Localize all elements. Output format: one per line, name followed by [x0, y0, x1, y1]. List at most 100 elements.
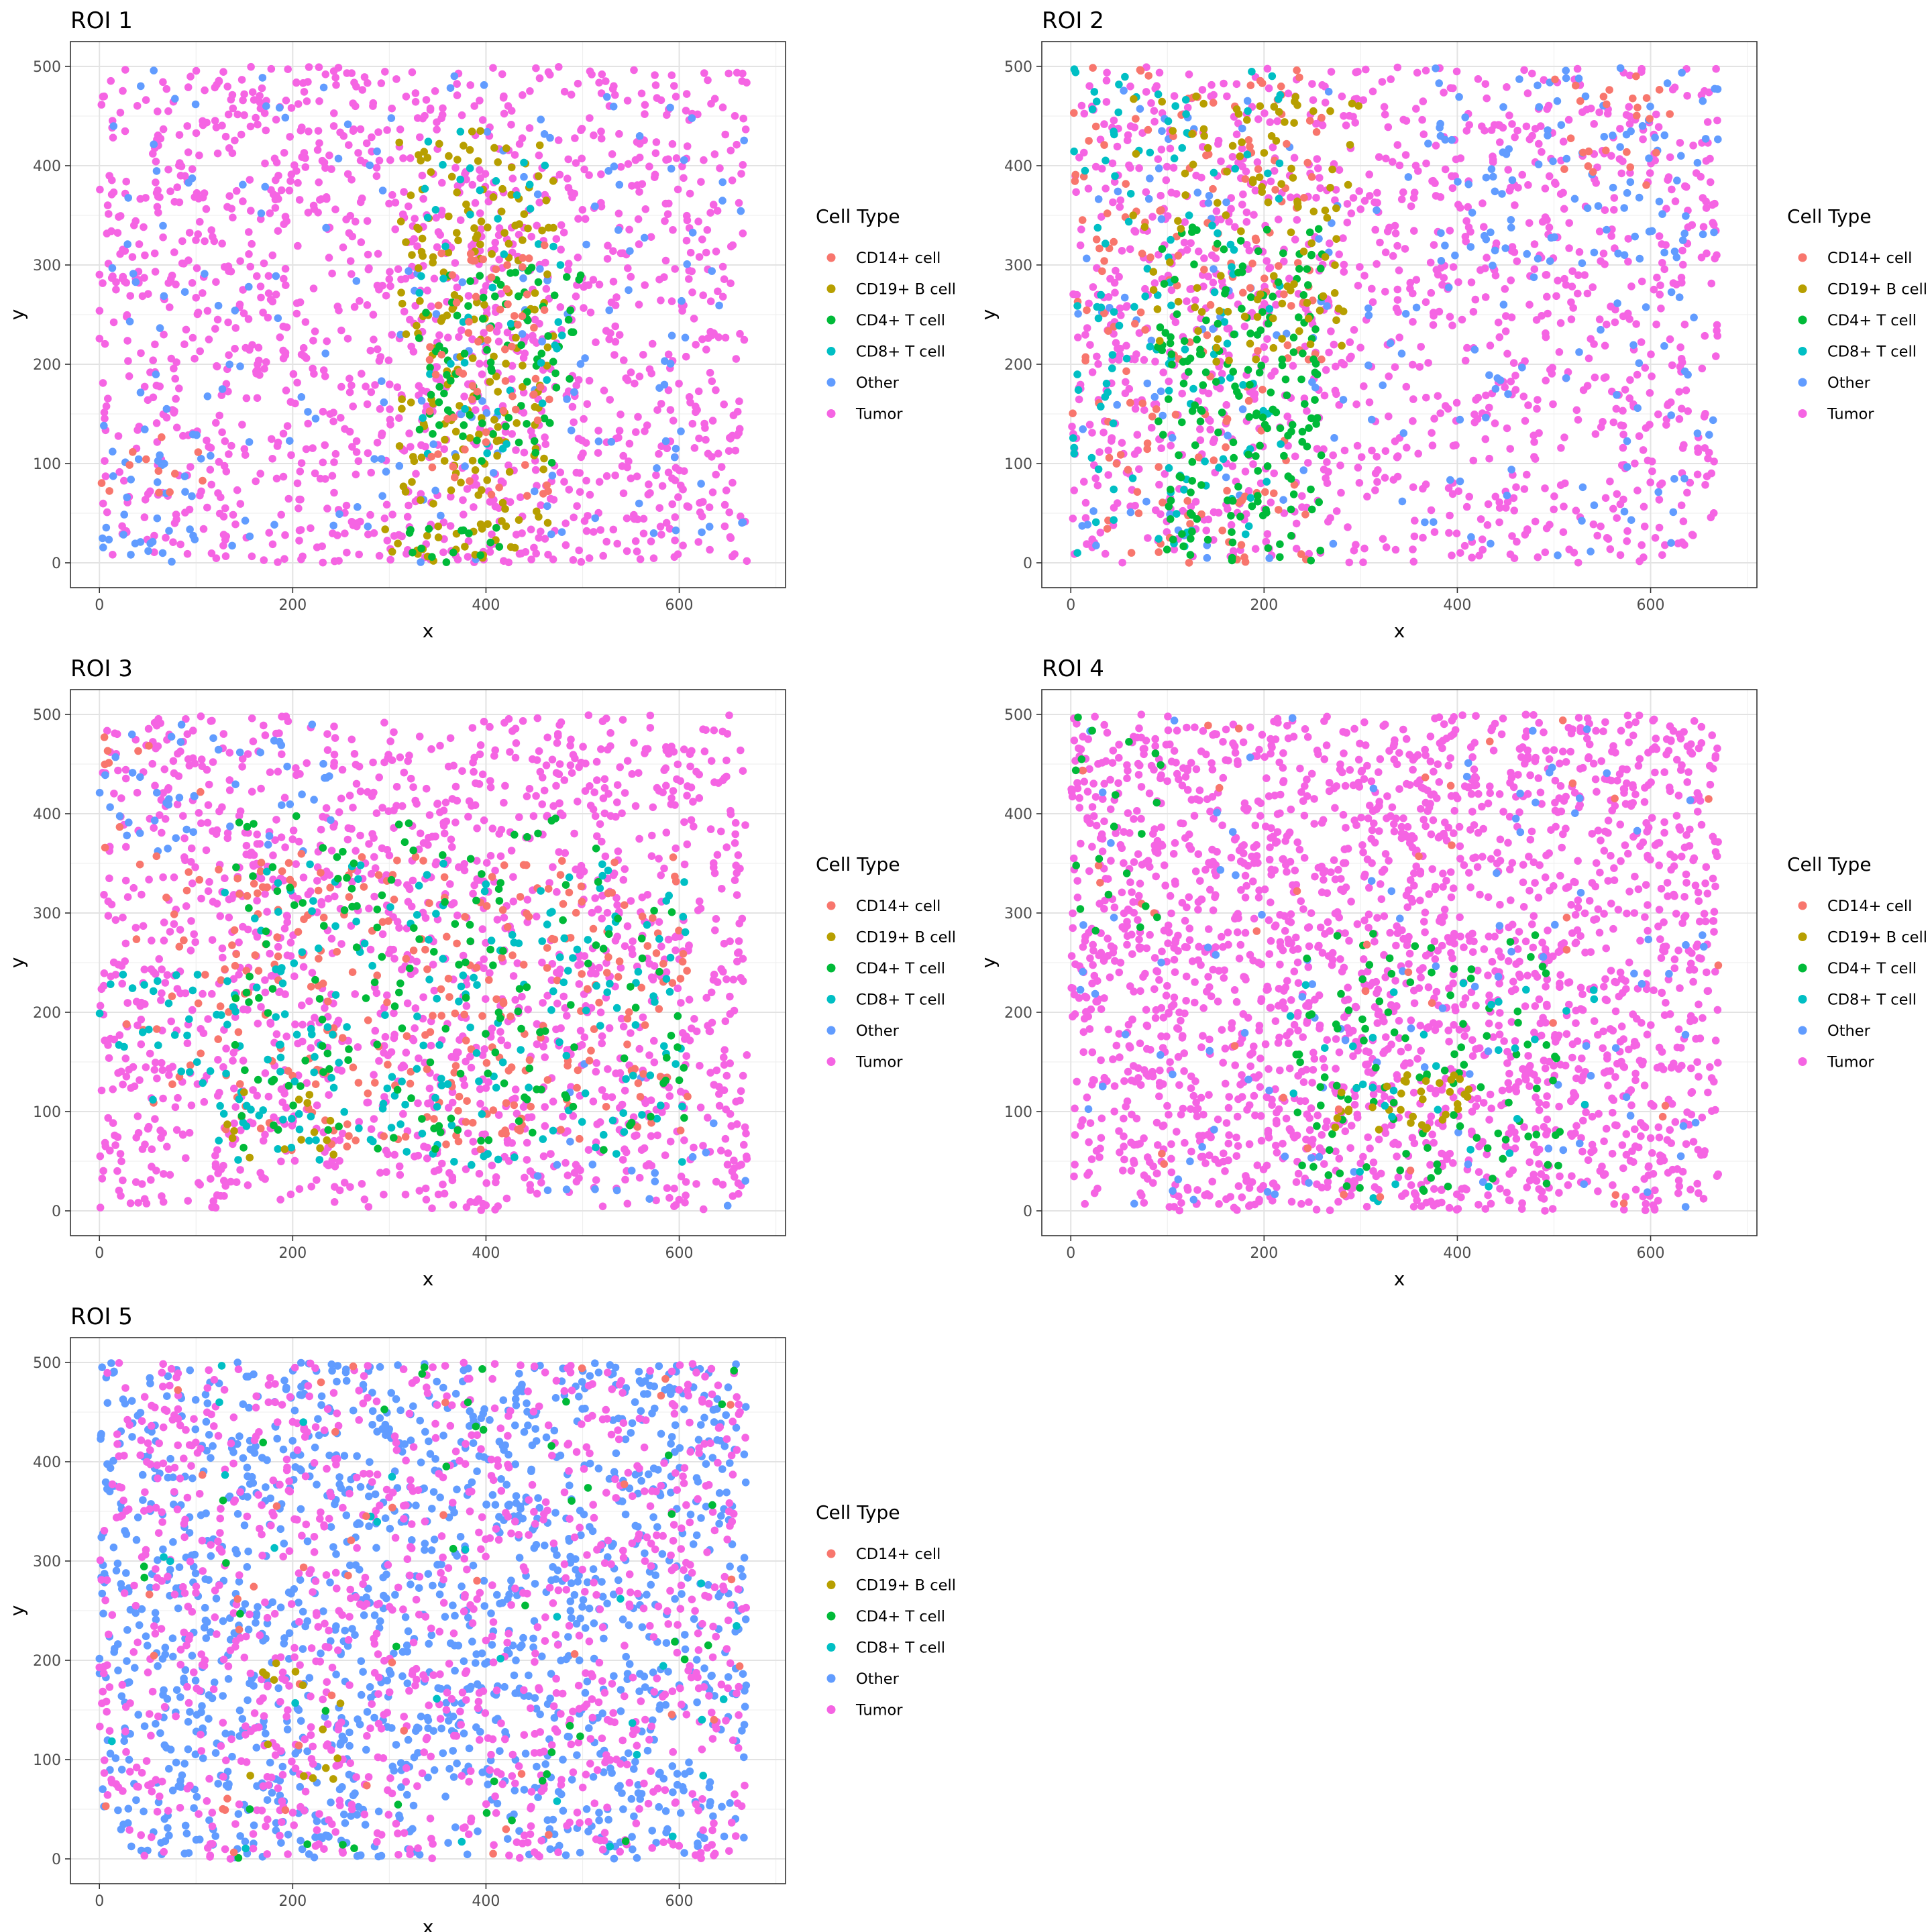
point: [712, 248, 720, 256]
point: [1192, 92, 1200, 101]
point: [1521, 417, 1529, 425]
point: [1281, 118, 1289, 126]
point: [490, 416, 498, 424]
point: [602, 472, 611, 480]
point: [117, 794, 125, 802]
point: [1507, 466, 1515, 474]
point: [585, 554, 594, 562]
point: [677, 427, 685, 435]
point: [150, 824, 158, 832]
point: [501, 377, 510, 385]
point: [337, 326, 345, 335]
point: [405, 202, 413, 211]
point: [1093, 352, 1101, 361]
point: [1672, 253, 1681, 262]
point: [1399, 188, 1407, 197]
point: [1140, 406, 1148, 414]
point: [1658, 479, 1666, 488]
point: [1534, 553, 1542, 561]
point: [493, 451, 501, 460]
point: [1244, 107, 1252, 115]
point: [205, 443, 213, 451]
point: [1191, 296, 1199, 305]
point: [1597, 257, 1605, 266]
point: [1246, 329, 1254, 337]
point: [381, 525, 389, 533]
point: [437, 317, 445, 325]
point: [686, 248, 695, 257]
point: [202, 846, 211, 855]
point: [236, 362, 244, 370]
point: [456, 127, 465, 136]
point: [1130, 303, 1138, 311]
point: [520, 172, 528, 181]
point: [1142, 88, 1150, 96]
point: [1267, 498, 1275, 506]
point: [1274, 215, 1283, 224]
point: [451, 164, 460, 172]
point: [1594, 202, 1603, 210]
point: [1187, 535, 1195, 543]
point: [1227, 205, 1235, 213]
point: [176, 540, 184, 549]
point: [319, 83, 328, 92]
point: [1073, 370, 1081, 378]
point: [598, 1202, 607, 1211]
point: [525, 124, 534, 132]
point: [319, 407, 327, 416]
point: [388, 331, 396, 339]
point: [1617, 169, 1625, 178]
point: [362, 382, 370, 390]
point: [503, 261, 511, 269]
point: [1316, 174, 1324, 182]
point: [1446, 313, 1454, 321]
point: [239, 1005, 248, 1014]
point: [608, 150, 616, 158]
point: [1279, 496, 1287, 504]
point: [682, 90, 691, 98]
point: [1262, 506, 1270, 514]
point: [1655, 523, 1664, 532]
point: [171, 374, 179, 383]
point: [1673, 176, 1681, 184]
point: [423, 286, 431, 294]
point: [1267, 372, 1275, 380]
point: [636, 555, 645, 564]
point: [595, 78, 603, 87]
point: [1107, 437, 1116, 445]
point: [489, 469, 498, 477]
point: [1186, 509, 1195, 517]
point: [610, 351, 619, 359]
point: [314, 209, 322, 217]
point: [1421, 518, 1429, 527]
point: [1452, 67, 1461, 76]
point: [705, 503, 714, 511]
point: [114, 766, 122, 775]
point: [1136, 66, 1144, 74]
point: [203, 503, 211, 512]
point: [1230, 330, 1238, 339]
point: [586, 490, 594, 499]
point: [375, 551, 384, 560]
point: [1709, 509, 1718, 517]
point: [519, 254, 527, 262]
point: [702, 248, 710, 257]
point: [140, 223, 148, 231]
point: [167, 354, 176, 363]
point: [422, 309, 430, 317]
point: [1704, 454, 1712, 463]
point: [1111, 288, 1119, 297]
point: [519, 362, 527, 370]
point: [1671, 197, 1680, 205]
point: [235, 938, 243, 947]
point: [1295, 265, 1303, 273]
point: [1562, 154, 1571, 163]
point: [1546, 257, 1554, 266]
point: [1689, 142, 1697, 150]
point: [543, 481, 551, 490]
point: [1343, 200, 1352, 208]
point: [1224, 307, 1232, 316]
point: [476, 551, 484, 559]
point: [1501, 327, 1510, 335]
point: [1153, 305, 1162, 313]
